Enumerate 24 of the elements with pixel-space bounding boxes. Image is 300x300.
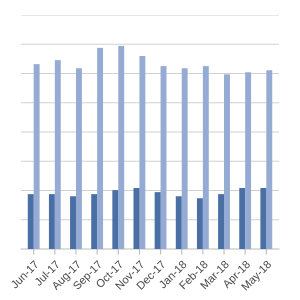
bar	[182, 68, 188, 249]
bar	[118, 46, 124, 249]
bar	[139, 56, 146, 249]
bar	[48, 194, 55, 249]
bar	[97, 48, 104, 249]
bar	[34, 64, 40, 249]
bar	[266, 70, 272, 249]
bar	[28, 194, 34, 249]
bar	[76, 68, 82, 249]
bar	[245, 72, 252, 249]
bar	[112, 190, 118, 249]
bar	[54, 60, 61, 249]
bar	[134, 188, 140, 249]
bar	[224, 74, 230, 249]
bar	[202, 66, 209, 249]
bar	[70, 196, 76, 249]
bar	[260, 188, 266, 249]
bar	[154, 192, 161, 249]
bar	[196, 198, 203, 249]
bar	[91, 194, 98, 249]
bar	[239, 188, 246, 249]
bar	[176, 196, 182, 249]
bar	[218, 194, 224, 249]
bar	[160, 66, 166, 249]
